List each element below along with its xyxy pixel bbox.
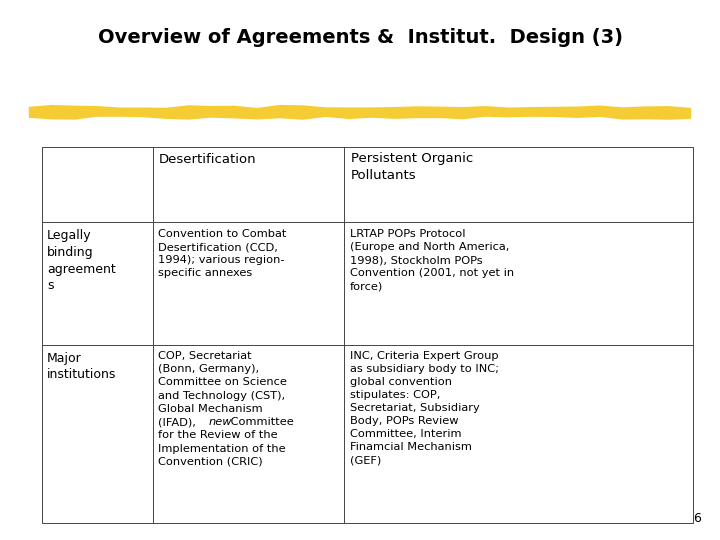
Text: Major
institutions: Major institutions xyxy=(47,352,116,381)
Text: Global Mechanism: Global Mechanism xyxy=(158,404,263,414)
Text: Convention (CRIC): Convention (CRIC) xyxy=(158,457,263,467)
Text: INC, Criteria Expert Group
as subsidiary body to INC;
global convention
stipulat: INC, Criteria Expert Group as subsidiary… xyxy=(350,351,499,465)
Text: Desertification: Desertification xyxy=(159,153,257,166)
Text: COP, Secretariat: COP, Secretariat xyxy=(158,351,252,361)
Polygon shape xyxy=(29,105,691,120)
Text: LRTAP POPs Protocol
(Europe and North America,
1998), Stockholm POPs
Convention : LRTAP POPs Protocol (Europe and North Am… xyxy=(350,229,514,291)
Text: Persistent Organic
Pollutants: Persistent Organic Pollutants xyxy=(351,152,473,182)
Text: Convention to Combat
Desertification (CCD,
1994); various region-
specific annex: Convention to Combat Desertification (CC… xyxy=(158,229,287,278)
Text: 6: 6 xyxy=(693,512,701,525)
Text: Overview of Agreements &  Institut.  Design (3): Overview of Agreements & Institut. Desig… xyxy=(97,28,623,48)
Text: Implementation of the: Implementation of the xyxy=(158,444,286,454)
Text: and Technology (CST),: and Technology (CST), xyxy=(158,391,286,401)
Text: Committee: Committee xyxy=(228,417,294,427)
Text: Legally
binding
agreement
s: Legally binding agreement s xyxy=(47,230,115,292)
Bar xyxy=(42,147,693,523)
Text: (Bonn, Germany),: (Bonn, Germany), xyxy=(158,364,259,374)
Text: new: new xyxy=(209,417,232,427)
Text: (IFAD),: (IFAD), xyxy=(158,417,200,427)
Text: for the Review of the: for the Review of the xyxy=(158,430,278,441)
Text: Committee on Science: Committee on Science xyxy=(158,377,287,388)
